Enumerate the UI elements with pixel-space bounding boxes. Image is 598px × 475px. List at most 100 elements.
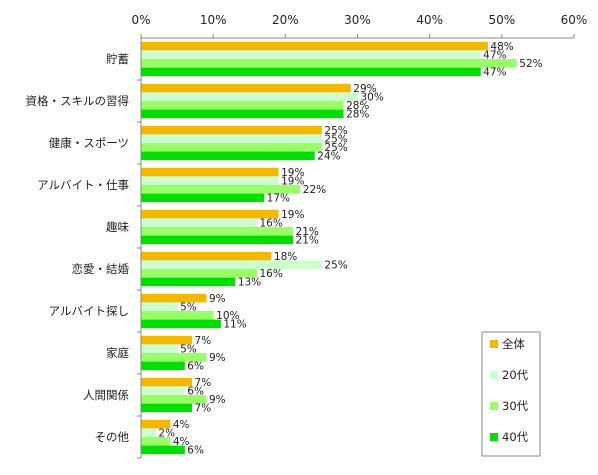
bar: [141, 361, 185, 371]
bar: [141, 319, 221, 329]
category-label: 健康・スポーツ: [49, 136, 129, 150]
data-label: 25%: [324, 134, 347, 146]
bar: [141, 302, 178, 311]
data-label: 11%: [223, 319, 246, 331]
data-label: 22%: [303, 184, 326, 196]
category-label: 人間関係: [83, 388, 129, 402]
category-label: 恋愛・結婚: [72, 262, 130, 276]
bar: [141, 41, 488, 51]
bar: [141, 335, 193, 345]
data-label: 18%: [274, 251, 297, 263]
bar: [141, 419, 171, 429]
bar: [141, 125, 322, 135]
legend-label: 40代: [502, 430, 529, 444]
bar: [141, 209, 279, 219]
legend-box: [481, 331, 541, 457]
data-label: 48%: [490, 41, 513, 53]
data-label: 21%: [296, 226, 319, 238]
category-labels: 貯蓄資格・スキルの習得健康・スポーツアルバイト・仕事趣味恋愛・結婚アルバイト探し…: [26, 52, 130, 444]
x-tick-label: 50%: [488, 13, 515, 27]
data-label: 28%: [346, 109, 369, 121]
x-tick-label: 30%: [344, 13, 371, 27]
category-label: アルバイト探し: [49, 304, 129, 318]
bar: [141, 386, 185, 395]
bar: [141, 193, 265, 203]
data-label: 47%: [483, 67, 506, 79]
data-label: 16%: [259, 268, 282, 280]
category-label: 趣味: [106, 220, 129, 234]
data-label: 17%: [267, 193, 290, 205]
data-labels: 48%47%52%47%29%30%28%28%25%25%25%24%19%1…: [158, 41, 542, 457]
x-tick-label: 40%: [416, 13, 443, 27]
legend-label: 全体: [502, 337, 525, 351]
bar: [141, 269, 257, 278]
bar: [141, 109, 344, 119]
legend: 全体 20代 30代 40代: [481, 331, 541, 457]
category-label: 家庭: [106, 346, 129, 360]
data-label: 19%: [281, 167, 304, 179]
x-tick-label: 20%: [272, 13, 299, 27]
bar: [141, 176, 279, 185]
x-tick-label: 60%: [561, 13, 588, 27]
legend-swatch: [490, 433, 498, 441]
category-label: その他: [95, 430, 130, 444]
bar: [141, 50, 481, 59]
bar: [141, 428, 156, 437]
data-label: 2%: [158, 428, 175, 440]
bar: [141, 218, 257, 227]
data-label: 25%: [324, 125, 347, 137]
bar: [141, 344, 178, 353]
data-label: 25%: [324, 260, 347, 272]
data-label: 24%: [317, 151, 340, 163]
bar: [141, 251, 272, 261]
data-label: 6%: [187, 386, 204, 398]
bar: [141, 227, 294, 236]
data-label: 19%: [281, 176, 304, 188]
bar: [141, 395, 207, 404]
bar: [141, 143, 322, 152]
bar: [141, 445, 185, 455]
data-label: 28%: [346, 100, 369, 112]
category-label: アルバイト・仕事: [37, 178, 129, 192]
x-tick-label: 10%: [200, 13, 227, 27]
data-label: 9%: [209, 293, 226, 305]
bar: [141, 311, 214, 320]
data-label: 9%: [209, 394, 226, 406]
axes: [137, 37, 574, 459]
category-label: 貯蓄: [106, 52, 129, 66]
legend-label: 20代: [502, 368, 529, 382]
bar: [141, 277, 236, 287]
data-label: 52%: [519, 58, 542, 70]
legend-swatch: [490, 340, 498, 348]
data-label: 9%: [209, 352, 226, 364]
bar: [141, 92, 358, 101]
data-label: 7%: [195, 335, 212, 347]
bar: [141, 151, 315, 161]
legend-label: 30代: [502, 399, 529, 413]
category-label: 資格・スキルの習得: [26, 94, 130, 108]
x-tick-label: 0%: [131, 13, 150, 27]
bar: [141, 167, 279, 177]
bar: [141, 185, 301, 194]
x-axis-ticks: 0% 10% 20% 30% 40% 50% 60%: [131, 13, 587, 38]
data-label: 7%: [195, 403, 212, 415]
bar: [141, 293, 207, 303]
data-label: 13%: [238, 277, 261, 289]
data-label: 5%: [180, 344, 197, 356]
data-label: 5%: [180, 302, 197, 314]
bar: [141, 59, 517, 68]
legend-swatch: [490, 402, 498, 410]
bar: [141, 403, 193, 413]
data-label: 47%: [483, 50, 506, 62]
bar: [141, 353, 207, 362]
legend-swatch: [490, 371, 498, 379]
data-label: 6%: [187, 445, 204, 457]
data-label: 4%: [173, 419, 190, 431]
bar: [141, 437, 171, 446]
data-label: 7%: [195, 377, 212, 389]
data-label: 4%: [173, 436, 190, 448]
data-label: 21%: [296, 235, 319, 247]
bar: [141, 67, 481, 77]
bar: [141, 235, 294, 245]
